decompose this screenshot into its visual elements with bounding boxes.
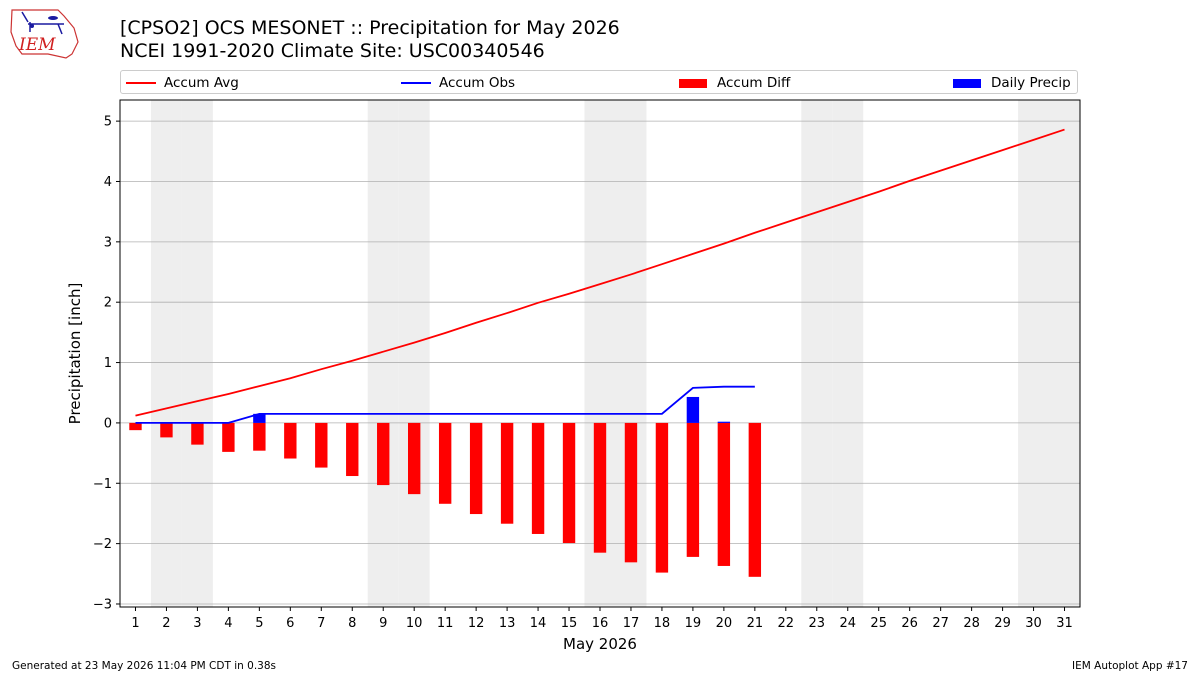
accum-diff-bar-12	[469, 422, 483, 515]
legend: Accum Avg Accum Obs Accum Diff Daily Pre…	[120, 70, 1078, 94]
x-tick-label-16: 16	[592, 616, 609, 631]
x-tick-label-7: 7	[317, 616, 325, 631]
iem-logo-icon: IEM	[10, 9, 79, 59]
accum-diff-bar-2	[160, 422, 173, 438]
x-tick-label-31: 31	[1056, 616, 1073, 631]
x-tick-label-15: 15	[561, 616, 578, 631]
x-tick-label-2: 2	[162, 616, 170, 631]
x-tick-label-1: 1	[131, 616, 139, 631]
x-tick-label-18: 18	[654, 616, 671, 631]
x-tick-label-29: 29	[994, 616, 1011, 631]
weekend-shade-10	[398, 100, 430, 607]
weekend-shade-3	[181, 100, 213, 607]
x-tick-label-21: 21	[747, 616, 764, 631]
x-tick-label-10: 10	[406, 616, 423, 631]
legend-label-daily-precip: Daily Precip	[991, 75, 1071, 91]
weekend-shade-31	[1049, 100, 1080, 607]
accum-obs-line	[135, 385, 755, 424]
x-tick-label-6: 6	[286, 616, 294, 631]
x-tick-label-8: 8	[348, 616, 356, 631]
accum-diff-bar-8	[346, 422, 359, 477]
accum-diff-bar-20	[717, 422, 731, 566]
daily-precip-bar-5	[253, 413, 266, 423]
accum-diff-bar-18	[655, 422, 669, 573]
legend-item-accum-avg: Accum Avg	[126, 74, 239, 92]
accum-diff-bar-9	[377, 422, 390, 486]
accum-diff-bar-3	[191, 422, 204, 445]
y-axis-label: Precipitation [inch]	[66, 283, 84, 425]
legend-swatch-accum-obs	[401, 82, 431, 84]
accum-diff-bar-11	[438, 422, 452, 504]
x-tick-label-30: 30	[1025, 616, 1042, 631]
y-tick-label-1: 1	[104, 356, 112, 371]
daily-precip-bar-20	[717, 421, 731, 423]
legend-item-accum-obs: Accum Obs	[401, 74, 515, 92]
legend-item-accum-diff: Accum Diff	[679, 74, 790, 92]
x-tick-label-9: 9	[379, 616, 387, 631]
svg-text:IEM: IEM	[18, 35, 56, 55]
x-tick-label-27: 27	[932, 616, 949, 631]
accum-diff-bar-19	[686, 422, 700, 557]
y-tick-label-2: 2	[104, 296, 112, 311]
x-tick-label-5: 5	[255, 616, 263, 631]
legend-swatch-daily-precip	[953, 78, 981, 88]
accum-diff-bar-14	[531, 422, 545, 534]
x-tick-label-28: 28	[963, 616, 980, 631]
x-tick-label-3: 3	[193, 616, 201, 631]
y-tick-label--3: −3	[93, 597, 112, 612]
accum-diff-bar-10	[408, 422, 421, 495]
x-tick-label-14: 14	[530, 616, 547, 631]
y-tick-label-0: 0	[104, 416, 112, 431]
accum-diff-bar-21	[748, 422, 762, 577]
accum-avg-line	[135, 128, 1065, 417]
accum-diff-bar-17	[624, 422, 638, 563]
x-tick-label-24: 24	[839, 616, 856, 631]
y-tick-label-3: 3	[104, 235, 112, 250]
accum-diff-bar-16	[593, 422, 607, 553]
y-tick-label--1: −1	[93, 477, 112, 492]
x-tick-label-19: 19	[685, 616, 702, 631]
accum-diff-bar-5	[253, 422, 266, 451]
weekend-shade-9	[367, 100, 399, 607]
y-tick-label-5: 5	[104, 115, 112, 130]
x-tick-label-20: 20	[716, 616, 733, 631]
legend-label-accum-diff: Accum Diff	[717, 75, 791, 91]
footer-app-text: IEM Autoplot App #17	[1072, 660, 1188, 672]
x-axis-label: May 2026	[563, 635, 637, 653]
x-tick-label-11: 11	[437, 616, 454, 631]
x-tick-label-17: 17	[623, 616, 640, 631]
y-tick-label-4: 4	[104, 175, 112, 190]
legend-swatch-accum-avg	[126, 82, 156, 84]
x-tick-label-13: 13	[499, 616, 516, 631]
weekend-shade-24	[832, 100, 864, 607]
accum-diff-bar-7	[315, 422, 328, 468]
daily-precip-bar-19	[686, 396, 700, 423]
accum-diff-bar-4	[222, 422, 235, 452]
accum-diff-bar-6	[284, 422, 297, 459]
weekend-shade-23	[801, 100, 833, 607]
x-tick-label-4: 4	[224, 616, 232, 631]
legend-label-accum-avg: Accum Avg	[164, 75, 239, 91]
legend-item-daily-precip: Daily Precip	[953, 74, 1071, 92]
accum-diff-bar-13	[500, 422, 514, 524]
chart-subtitle: NCEI 1991-2020 Climate Site: USC00340546	[120, 40, 545, 62]
x-tick-label-25: 25	[870, 616, 887, 631]
x-tick-label-12: 12	[468, 616, 485, 631]
y-tick-label--2: −2	[93, 537, 112, 552]
x-tick-label-26: 26	[901, 616, 918, 631]
weekend-shade-30	[1018, 100, 1050, 607]
accum-diff-bar-1	[129, 422, 142, 431]
chart-title: [CPSO2] OCS MESONET :: Precipitation for…	[120, 17, 620, 39]
x-tick-label-23: 23	[809, 616, 826, 631]
accum-diff-bar-15	[562, 422, 576, 544]
weekend-shade-2	[150, 100, 182, 607]
x-tick-label-22: 22	[778, 616, 795, 631]
legend-label-accum-obs: Accum Obs	[439, 75, 516, 91]
footer-generated-text: Generated at 23 May 2026 11:04 PM CDT in…	[12, 660, 276, 672]
legend-swatch-accum-diff	[679, 78, 707, 88]
